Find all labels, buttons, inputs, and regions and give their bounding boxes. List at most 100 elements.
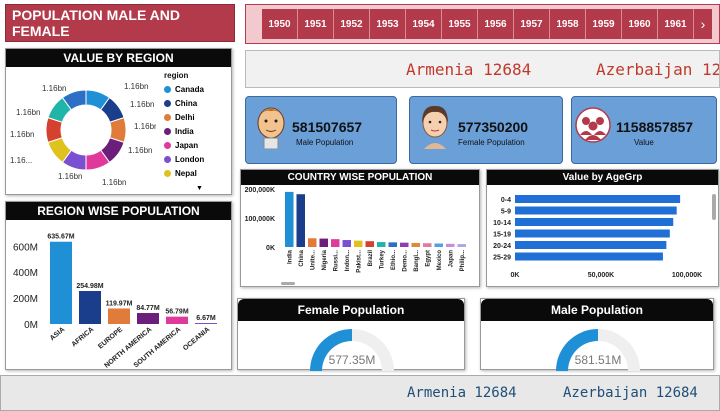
country-label: China bbox=[299, 249, 305, 266]
country-bar[interactable] bbox=[400, 242, 409, 247]
male-avatar-icon bbox=[257, 107, 285, 149]
region-category-label: EUROPE bbox=[97, 326, 124, 351]
age-bar[interactable] bbox=[515, 195, 681, 203]
female-gauge-title: Female Population bbox=[238, 299, 464, 321]
ticker-bottom-item: Armenia 12684 bbox=[407, 385, 517, 401]
donut-slice[interactable] bbox=[61, 89, 87, 111]
country-bar[interactable] bbox=[342, 240, 352, 247]
donut-slice-label: 1.16bn bbox=[42, 84, 66, 93]
country-bar[interactable] bbox=[285, 191, 294, 247]
country-label: Japan bbox=[448, 250, 454, 268]
legend-item[interactable]: Delhi bbox=[164, 113, 204, 122]
male-population-value: 581507657 bbox=[292, 119, 363, 135]
legend-item[interactable]: India bbox=[164, 127, 204, 136]
vertical-scrollbar[interactable] bbox=[712, 194, 716, 220]
age-bar[interactable] bbox=[515, 241, 667, 249]
country-bar[interactable] bbox=[434, 243, 444, 247]
country-label: Nigeria bbox=[322, 249, 328, 270]
age-group-label: 5-9 bbox=[501, 209, 511, 216]
country-bar[interactable] bbox=[354, 240, 363, 247]
year-button[interactable]: 1961 bbox=[658, 9, 694, 39]
region-bar[interactable] bbox=[50, 241, 72, 324]
age-group-title: Value by AgeGrp bbox=[487, 170, 718, 185]
age-bar[interactable] bbox=[515, 229, 670, 238]
year-button[interactable]: 1954 bbox=[406, 9, 442, 39]
age-bar[interactable] bbox=[515, 218, 674, 226]
country-bar[interactable] bbox=[377, 242, 386, 247]
year-button[interactable]: 1952 bbox=[334, 9, 370, 39]
country-label: Indon... bbox=[345, 250, 351, 272]
y-tick-label: 0M bbox=[24, 320, 38, 331]
legend-item[interactable]: Nepal bbox=[164, 169, 204, 178]
region-donut-chart: 1.16bn 1.16bn 1.16bn 1.16bn 1.16bn 1.16bn 1.16… bbox=[10, 82, 156, 187]
region-bar[interactable] bbox=[79, 291, 101, 324]
page-title: POPULATION MALE AND FEMALE bbox=[5, 4, 235, 42]
donut-slice-label: 1.16... bbox=[10, 156, 32, 165]
x-tick-label: 50,000K bbox=[588, 272, 614, 279]
legend-item[interactable]: China bbox=[164, 99, 204, 108]
country-bar[interactable] bbox=[446, 243, 455, 247]
legend-swatch bbox=[164, 128, 171, 135]
country-bar[interactable] bbox=[423, 243, 432, 247]
age-bar[interactable] bbox=[515, 206, 677, 215]
ticker-top: Armenia 12684 Azerbaijan 12 bbox=[245, 50, 720, 88]
country-label: Egypt bbox=[425, 250, 431, 267]
year-button[interactable]: 1957 bbox=[514, 9, 550, 39]
country-bar[interactable] bbox=[388, 242, 398, 247]
year-button[interactable]: 1950 bbox=[262, 9, 298, 39]
region-category-label: AFRICA bbox=[71, 326, 96, 348]
age-bar-chart: 0-4 5-9 10-14 15-19 20-24 25-29 0K 50,000K 100,0… bbox=[493, 195, 702, 279]
country-wise-title: COUNTRY WISE POPULATION bbox=[241, 170, 479, 185]
region-bar[interactable] bbox=[166, 316, 188, 324]
region-bar[interactable] bbox=[195, 323, 217, 324]
region-legend-title: region bbox=[164, 71, 189, 80]
y-tick-label: 200M bbox=[13, 294, 38, 305]
legend-swatch bbox=[164, 100, 171, 107]
female-gauge-value: 577.35M bbox=[328, 353, 376, 367]
year-button[interactable]: 1959 bbox=[586, 9, 622, 39]
age-group-label: 15-19 bbox=[493, 232, 511, 239]
y-tick-label: 100,000K bbox=[245, 216, 275, 223]
horizontal-scrollbar[interactable] bbox=[281, 282, 295, 285]
total-value: 1158857857 bbox=[616, 119, 694, 135]
x-tick-label: 100,000K bbox=[672, 272, 702, 279]
donut-slice-label: 1.16bn bbox=[10, 130, 34, 139]
ticker-top-item: Armenia 12684 bbox=[406, 60, 532, 79]
region-bar-label: 119.97M bbox=[106, 300, 133, 307]
country-label: Ethio... bbox=[391, 250, 397, 270]
country-bar[interactable] bbox=[319, 238, 329, 247]
country-bar[interactable] bbox=[331, 239, 340, 247]
region-bar[interactable] bbox=[137, 313, 159, 324]
donut-slice-label: 1.16bn bbox=[130, 100, 154, 109]
country-bar[interactable] bbox=[296, 194, 306, 247]
year-button[interactable]: 1958 bbox=[550, 9, 586, 39]
country-bar[interactable] bbox=[457, 244, 467, 247]
year-button[interactable]: 1951 bbox=[298, 9, 334, 39]
gauge-fill bbox=[310, 329, 352, 371]
country-bar[interactable] bbox=[308, 238, 317, 247]
year-button[interactable]: 1960 bbox=[622, 9, 658, 39]
legend-scroll-down-icon[interactable]: ▼ bbox=[196, 185, 203, 192]
country-bar[interactable] bbox=[365, 241, 375, 247]
age-bar[interactable] bbox=[515, 252, 663, 261]
ticker-top-item: Azerbaijan 12 bbox=[596, 60, 720, 79]
chevron-right-icon[interactable]: › bbox=[694, 9, 712, 39]
legend-item[interactable]: London bbox=[164, 155, 204, 164]
legend-item[interactable]: Canada bbox=[164, 85, 204, 94]
male-gauge-chart bbox=[556, 329, 640, 371]
legend-item[interactable]: Japan bbox=[164, 141, 204, 150]
year-button[interactable]: 1955 bbox=[442, 9, 478, 39]
male-gauge-title: Male Population bbox=[481, 299, 713, 321]
country-label: Turkey bbox=[379, 249, 385, 269]
country-bar[interactable] bbox=[411, 242, 421, 247]
region-wise-title: REGION WISE POPULATION bbox=[6, 202, 231, 220]
region-bar[interactable] bbox=[108, 308, 130, 324]
year-button[interactable]: 1953 bbox=[370, 9, 406, 39]
gauge-track bbox=[352, 329, 394, 371]
donut-slice-label: 1.16bn bbox=[16, 108, 40, 117]
year-button[interactable]: 1956 bbox=[478, 9, 514, 39]
country-label: India bbox=[287, 249, 293, 264]
male-population-card: 581507657 Male Population bbox=[245, 96, 397, 164]
ticker-bottom-item: Azerbaijan 12684 bbox=[563, 385, 698, 401]
group-icon bbox=[575, 107, 611, 143]
